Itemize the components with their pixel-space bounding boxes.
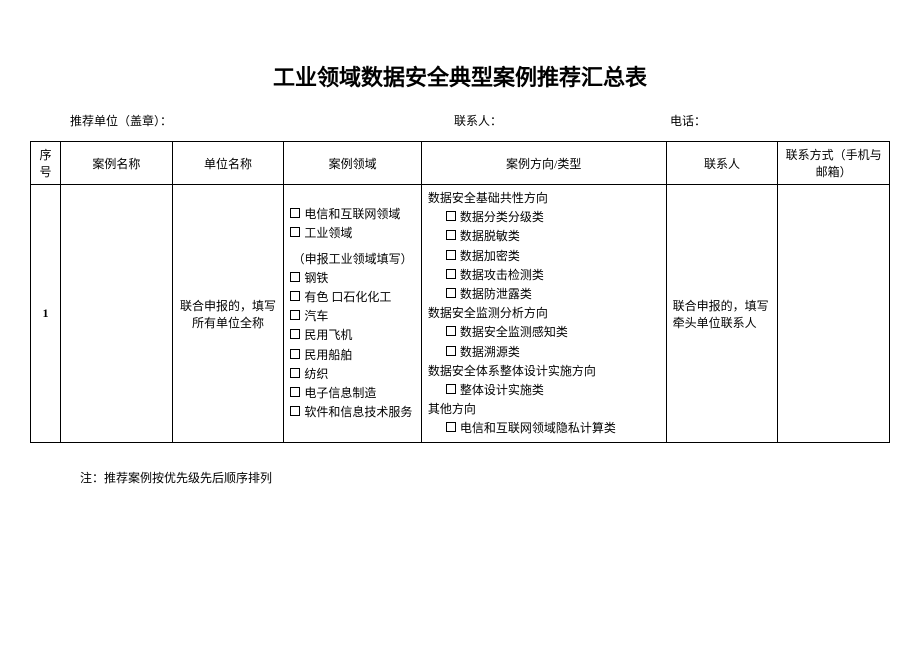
checkbox-option: 数据防泄露类 [428, 285, 660, 304]
cell-org-name: 联合申报的，填写所有单位全称 [172, 185, 284, 443]
checkbox-icon [290, 329, 300, 339]
meta-row: 推荐单位（盖章）： 联系人： 电话： [30, 112, 890, 129]
recommend-unit-label: 推荐单位（盖章）： [70, 114, 172, 128]
checkbox-label: 有色 口石化化工 [304, 288, 391, 307]
checkbox-icon [290, 349, 300, 359]
checkbox-option: 数据安全监测感知类 [428, 323, 660, 342]
checkbox-icon [446, 422, 456, 432]
checkbox-label: 数据安全监测感知类 [460, 323, 568, 342]
direction-heading: 其他方向 [428, 400, 660, 419]
checkbox-label: 电子信息制造 [304, 384, 376, 403]
checkbox-icon [446, 326, 456, 336]
th-contact-method: 联系方式（手机与邮箱） [778, 142, 890, 185]
checkbox-option: 电信和互联网领域隐私计算类 [428, 419, 660, 438]
th-case-domain: 案例领域 [284, 142, 421, 185]
th-case-name: 案例名称 [61, 142, 173, 185]
cell-case-name [61, 185, 173, 443]
table-row: 1 联合申报的，填写所有单位全称 电信和互联网领域工业领域 （申报工业领域填写）钢… [31, 185, 890, 443]
footnote: 注：推荐案例按优先级先后顺序排列 [80, 469, 890, 486]
checkbox-option: 汽车 [290, 307, 414, 326]
checkbox-label: 民用飞机 [304, 326, 352, 345]
checkbox-label: 数据溯源类 [460, 343, 520, 362]
checkbox-icon [446, 211, 456, 221]
checkbox-label: 数据防泄露类 [460, 285, 532, 304]
checkbox-option: 数据攻击检测类 [428, 266, 660, 285]
checkbox-label: 钢铁 [304, 269, 328, 288]
checkbox-icon [290, 208, 300, 218]
checkbox-icon [446, 230, 456, 240]
checkbox-label: 民用船舶 [304, 346, 352, 365]
checkbox-label: 汽车 [304, 307, 328, 326]
checkbox-icon [446, 288, 456, 298]
checkbox-label: 数据加密类 [460, 247, 520, 266]
checkbox-option: 民用飞机 [290, 326, 414, 345]
checkbox-option: 民用船舶 [290, 346, 414, 365]
checkbox-label: 纺织 [304, 365, 328, 384]
checkbox-label: 软件和信息技术服务 [304, 403, 412, 422]
checkbox-option: 数据脱敏类 [428, 227, 660, 246]
checkbox-label: 整体设计实施类 [460, 381, 544, 400]
checkbox-label: 数据脱敏类 [460, 227, 520, 246]
checkbox-option: 有色 口石化化工 [290, 288, 414, 307]
domain-note: （申报工业领域填写） [290, 250, 414, 269]
checkbox-option: 电子信息制造 [290, 384, 414, 403]
checkbox-icon [290, 387, 300, 397]
checkbox-icon [446, 250, 456, 260]
checkbox-icon [290, 406, 300, 416]
page-title: 工业领域数据安全典型案例推荐汇总表 [30, 60, 890, 92]
checkbox-option: 纺织 [290, 365, 414, 384]
checkbox-icon [290, 291, 300, 301]
cell-contact: 联合申报的，填写牵头单位联系人 [666, 185, 778, 443]
cell-seq: 1 [31, 185, 61, 443]
direction-heading: 数据安全基础共性方向 [428, 189, 660, 208]
checkbox-option: 数据加密类 [428, 247, 660, 266]
checkbox-option: 数据溯源类 [428, 343, 660, 362]
checkbox-icon [290, 227, 300, 237]
contact-person-label: 联系人： [454, 114, 502, 128]
checkbox-option: 软件和信息技术服务 [290, 403, 414, 422]
phone-label: 电话： [670, 114, 706, 128]
th-seq: 序号 [31, 142, 61, 185]
checkbox-option: 数据分类分级类 [428, 208, 660, 227]
checkbox-label: 数据攻击检测类 [460, 266, 544, 285]
checkbox-option: 整体设计实施类 [428, 381, 660, 400]
checkbox-option: 电信和互联网领域 [290, 205, 414, 224]
checkbox-icon [446, 346, 456, 356]
th-case-direction: 案例方向/类型 [421, 142, 666, 185]
summary-table: 序号 案例名称 单位名称 案例领域 案例方向/类型 联系人 联系方式（手机与邮箱… [30, 141, 890, 443]
checkbox-label: 工业领域 [304, 224, 352, 243]
th-contact: 联系人 [666, 142, 778, 185]
checkbox-icon [446, 269, 456, 279]
checkbox-label: 电信和互联网领域隐私计算类 [460, 419, 616, 438]
checkbox-option: 钢铁 [290, 269, 414, 288]
cell-contact-method [778, 185, 890, 443]
cell-case-domain: 电信和互联网领域工业领域 （申报工业领域填写）钢铁有色 口石化化工汽车民用飞机民用… [284, 185, 421, 443]
direction-heading: 数据安全监测分析方向 [428, 304, 660, 323]
table-header-row: 序号 案例名称 单位名称 案例领域 案例方向/类型 联系人 联系方式（手机与邮箱… [31, 142, 890, 185]
checkbox-label: 电信和互联网领域 [304, 205, 400, 224]
checkbox-option: 工业领域 [290, 224, 414, 243]
checkbox-icon [290, 368, 300, 378]
checkbox-label: 数据分类分级类 [460, 208, 544, 227]
checkbox-icon [446, 384, 456, 394]
checkbox-icon [290, 310, 300, 320]
th-org-name: 单位名称 [172, 142, 284, 185]
direction-heading: 数据安全体系整体设计实施方向 [428, 362, 660, 381]
cell-case-direction: 数据安全基础共性方向数据分类分级类数据脱敏类数据加密类数据攻击检测类数据防泄露类… [421, 185, 666, 443]
checkbox-icon [290, 272, 300, 282]
